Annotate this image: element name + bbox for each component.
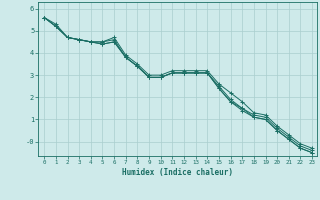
X-axis label: Humidex (Indice chaleur): Humidex (Indice chaleur) [122,168,233,177]
